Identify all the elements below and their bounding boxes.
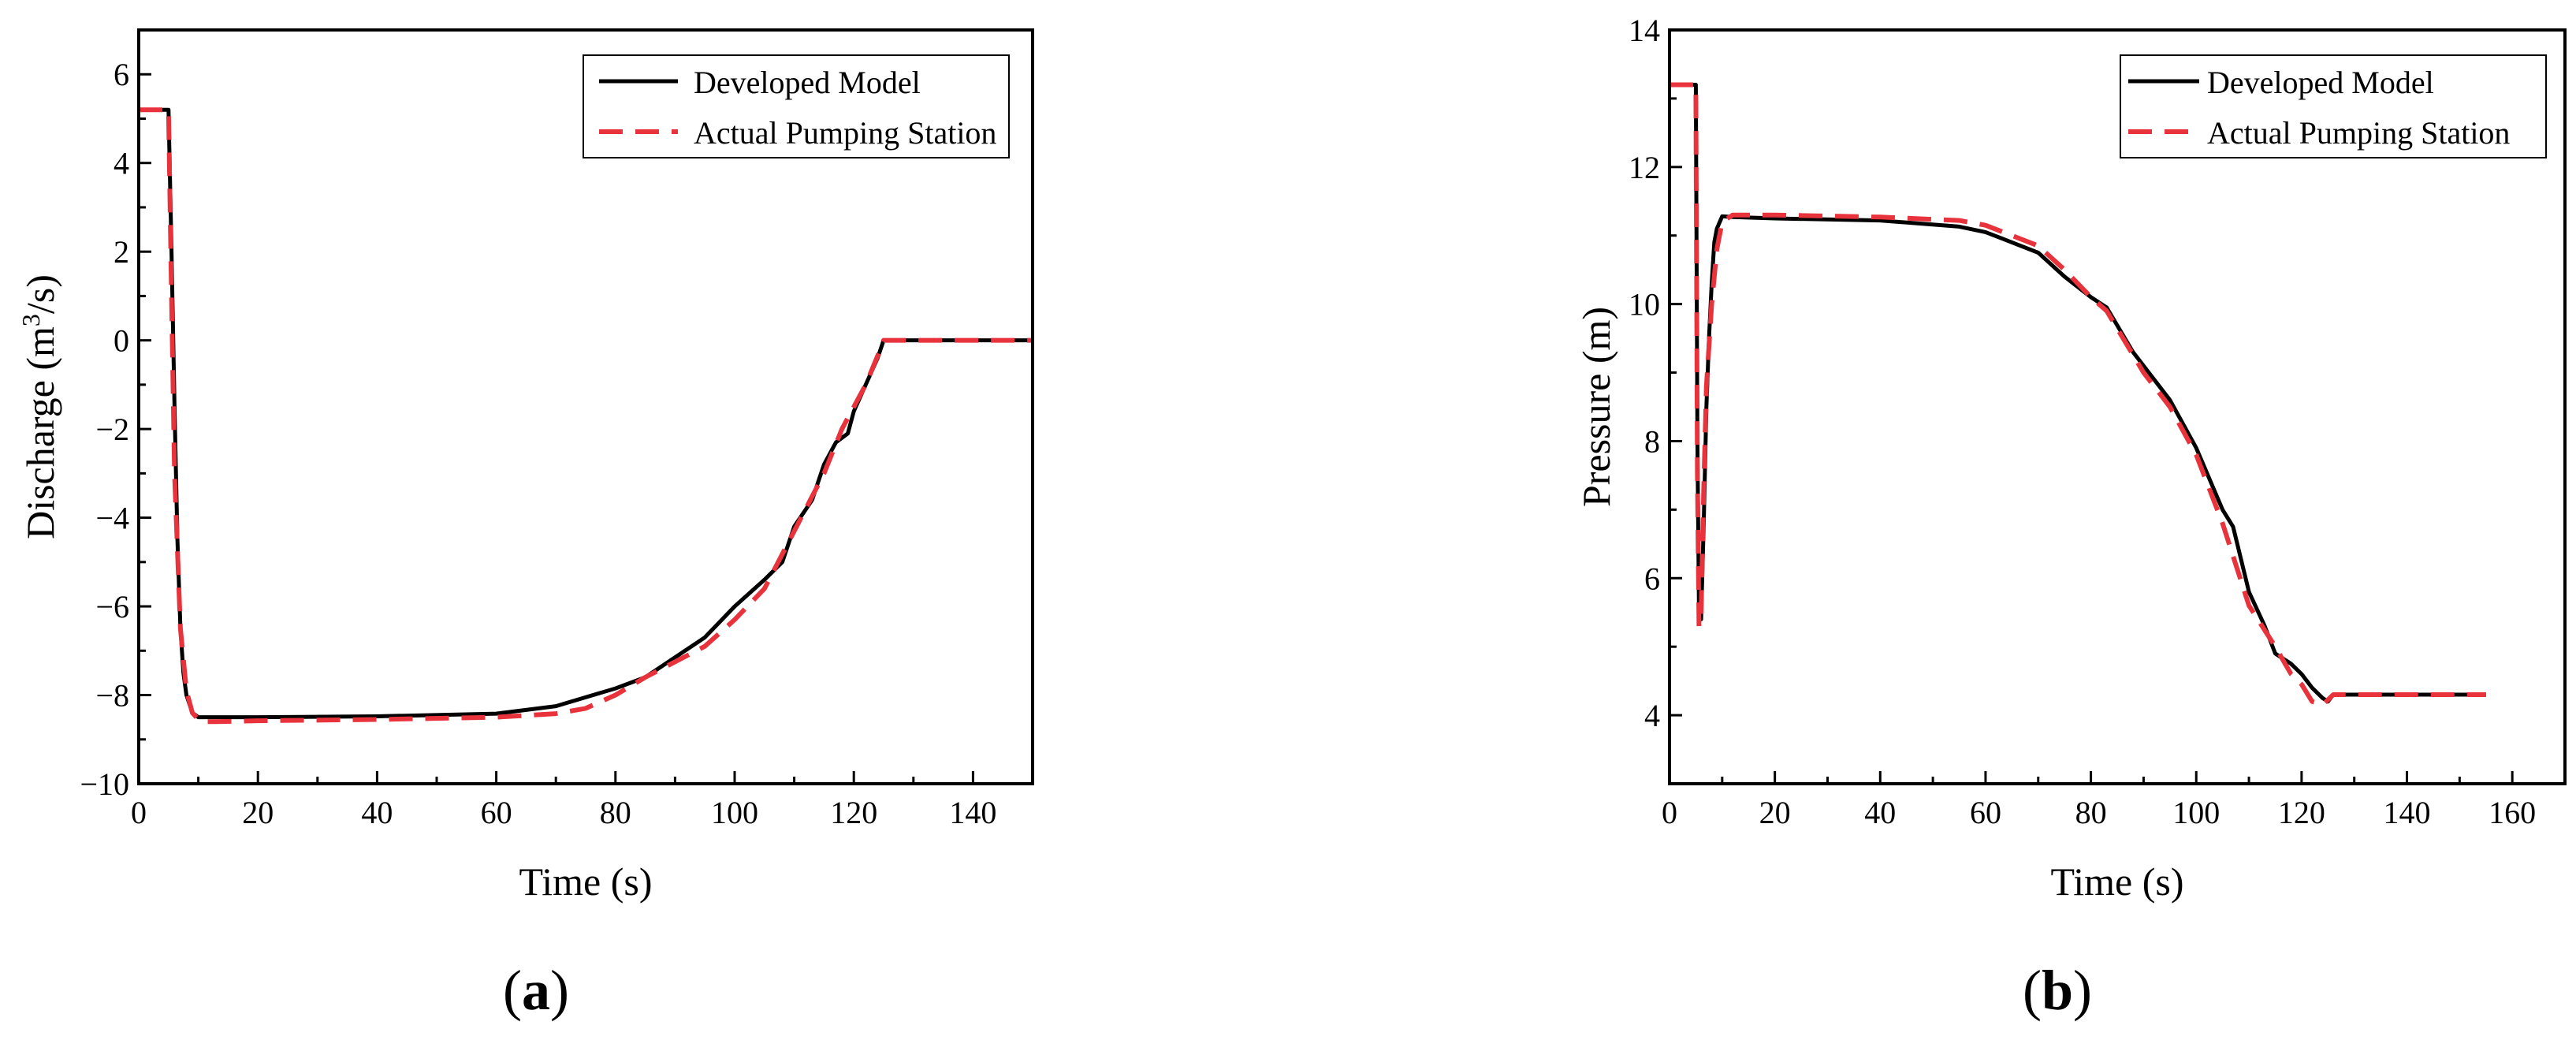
chart-a-x-tick-label: 40: [361, 795, 393, 830]
panel-label-b-letter: b: [2042, 959, 2073, 1022]
panel-label-b-open: (: [2023, 959, 2042, 1022]
chart-b-x-tick-label: 20: [1759, 795, 1791, 830]
chart-a-marks: [139, 107, 1033, 725]
chart-a-legend-label-actual-pumping-station: Actual Pumping Station: [694, 115, 996, 151]
chart-b-x-tick-label: 60: [1970, 795, 2001, 830]
chart-a-x-tick-label: 80: [600, 795, 631, 830]
chart-a-y-axis-label-unit: /s): [18, 274, 62, 314]
chart-b-x-tick-label: 100: [2172, 795, 2220, 830]
chart-a-series-developed-model: [139, 107, 1033, 720]
chart-b-y-tick-label: 12: [1629, 150, 1660, 185]
chart-discharge: 0 20 40 60 80 100 120 140 −10 −8 −6 −4 −2 0 2 4 6 Time (…: [17, 28, 1034, 1022]
chart-a-y-tick-label: −4: [95, 501, 129, 536]
panel-label-a: (a): [503, 959, 569, 1022]
chart-a-x-axis-label: Time (s): [519, 859, 652, 904]
chart-a-y-axis-label: Discharge (m3/s): [17, 274, 62, 539]
chart-b-series-developed-model: [1670, 83, 2486, 704]
chart-a-x-tick-label: 140: [949, 795, 996, 830]
chart-a-legend: Developed Model Actual Pumping Station: [583, 54, 1010, 158]
chart-b-y-axis-label: Pressure (m): [1574, 307, 1618, 507]
chart-a-y-tick-label: −8: [95, 678, 129, 714]
chart-a-series-actual-pumping-station: [139, 107, 1033, 725]
panel-label-b-close: ): [2073, 959, 2092, 1022]
chart-a-ticks: 0 20 40 60 80 100 120 140 −10 −8 −6 −4 −2 0 2 4 6: [80, 57, 996, 830]
chart-b-marks: [1670, 82, 2486, 708]
chart-b-x-tick-label: 120: [2278, 795, 2325, 830]
panel-label-a-close: ): [550, 959, 569, 1022]
chart-b-y-tick-label: 14: [1629, 13, 1660, 48]
panel-label-a-open: (: [503, 959, 522, 1022]
chart-b-y-tick-label: 8: [1644, 423, 1660, 459]
chart-a-plot-frame: [137, 28, 1034, 785]
chart-b-y-tick-label: 4: [1644, 698, 1660, 733]
panel-label-b: (b): [2023, 959, 2092, 1022]
chart-a-y-axis-label-main: Discharge (m: [18, 326, 62, 539]
chart-a-y-axis-label-superscript: 3: [17, 314, 45, 326]
chart-b-x-axis-label: Time (s): [2050, 859, 2183, 904]
chart-b-ticks: 0 20 40 60 80 100 120 140 160 4 6 8 10 12 14: [1629, 13, 2536, 830]
chart-b-series-actual-pumping-station: [1670, 82, 2486, 708]
chart-a-x-tick-label: 100: [711, 795, 758, 830]
chart-a-y-tick-label: 2: [114, 234, 129, 270]
chart-b-legend-label-actual-pumping-station: Actual Pumping Station: [2207, 115, 2510, 151]
chart-b-x-tick-label: 80: [2075, 795, 2107, 830]
chart-a-y-tick-label: −10: [80, 766, 129, 802]
panel-label-a-letter: a: [522, 959, 550, 1022]
chart-b-x-tick-label: 40: [1864, 795, 1896, 830]
chart-a-legend-label-developed-model: Developed Model: [694, 65, 921, 100]
chart-a-x-tick-label: 0: [131, 795, 147, 830]
chart-a-x-tick-label: 120: [830, 795, 877, 830]
chart-b-plot-frame: [1668, 28, 2567, 785]
chart-a-y-tick-label: 0: [114, 323, 129, 359]
chart-a-y-tick-label: −2: [95, 412, 129, 447]
chart-a-y-tick-label: −6: [95, 589, 129, 624]
chart-b-x-tick-label: 0: [1662, 795, 1677, 830]
chart-b-y-tick-label: 6: [1644, 561, 1660, 596]
chart-a-y-tick-label: 4: [114, 146, 129, 181]
chart-b-legend-box: [2120, 54, 2547, 158]
chart-b-legend: Developed Model Actual Pumping Station: [2120, 54, 2547, 158]
chart-b-x-tick-label: 160: [2489, 795, 2536, 830]
chart-a-x-tick-label: 20: [242, 795, 274, 830]
chart-b-y-tick-label: 10: [1629, 287, 1660, 322]
chart-a-y-tick-label: 6: [114, 57, 129, 92]
chart-b-legend-label-developed-model: Developed Model: [2207, 65, 2434, 100]
chart-a-legend-box: [583, 54, 1010, 158]
chart-b-x-tick-label: 140: [2384, 795, 2431, 830]
chart-a-x-tick-label: 60: [481, 795, 512, 830]
